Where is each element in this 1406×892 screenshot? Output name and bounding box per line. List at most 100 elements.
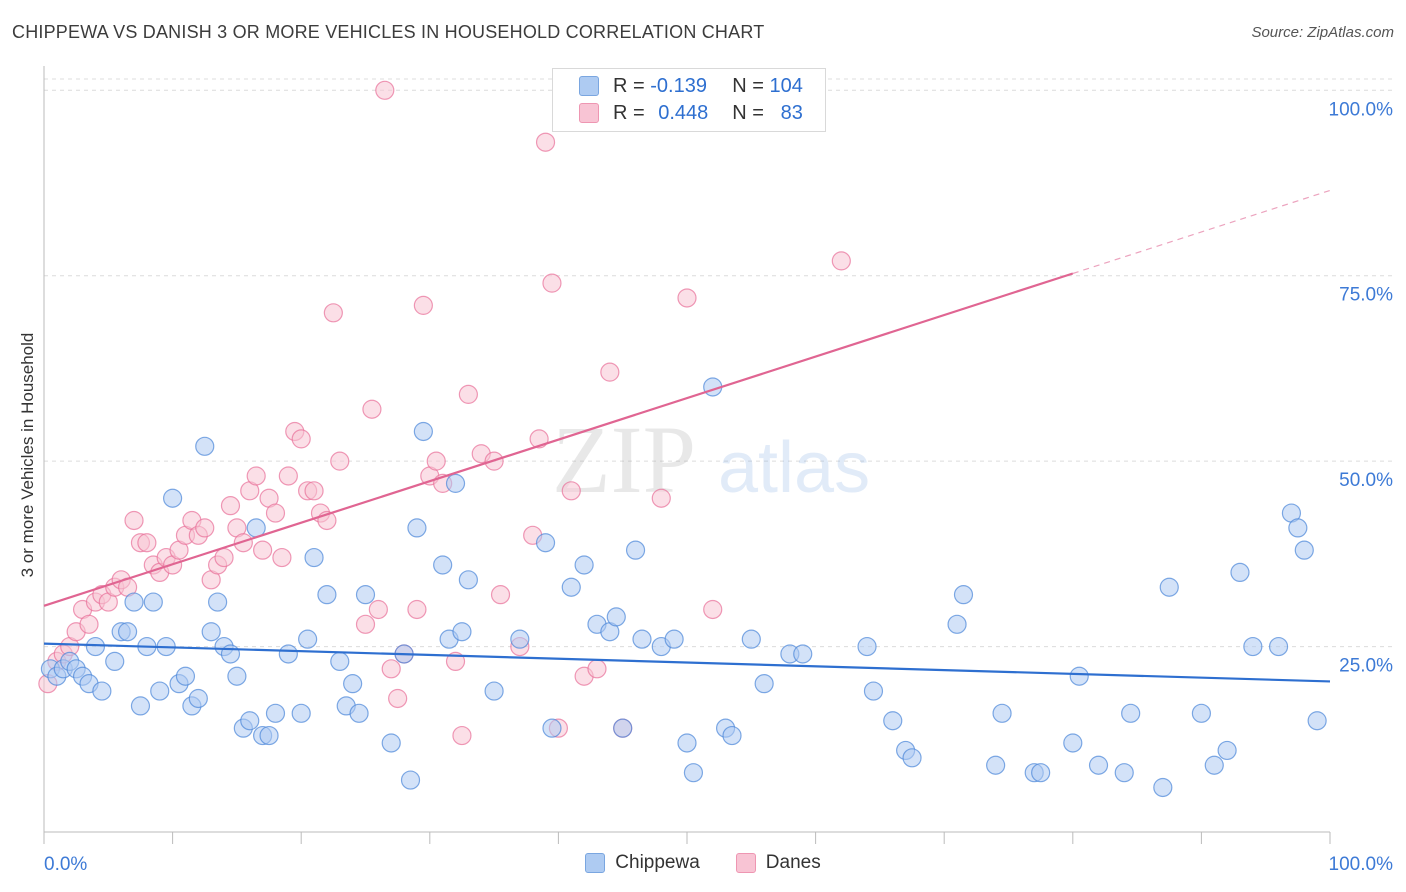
chippewa-point bbox=[1191, 703, 1212, 723]
watermark-atlas: atlas bbox=[718, 428, 870, 508]
chippewa-point bbox=[265, 703, 286, 723]
chippewa-point bbox=[1063, 733, 1083, 753]
chippewa-point bbox=[304, 547, 324, 568]
chippewa-point bbox=[208, 592, 228, 612]
danes-point bbox=[600, 362, 620, 382]
chippewa-point bbox=[1268, 636, 1289, 657]
x-tick-label: 0.0% bbox=[44, 854, 87, 875]
chippewa-point bbox=[291, 703, 311, 723]
chippewa-point bbox=[349, 703, 369, 723]
legend-row-chippewa: R = -0.139 N = 104 bbox=[579, 73, 803, 99]
chippewa-point bbox=[754, 674, 774, 694]
r-label: R = bbox=[613, 101, 645, 124]
chippewa-point bbox=[317, 585, 337, 605]
chippewa-point bbox=[130, 696, 151, 716]
chippewa-point bbox=[355, 585, 376, 605]
chippewa-point bbox=[632, 629, 652, 649]
chippewa-point bbox=[298, 629, 318, 649]
chippewa-point bbox=[124, 592, 144, 612]
danes-point bbox=[368, 599, 388, 620]
danes-point bbox=[651, 488, 671, 508]
chippewa-point bbox=[343, 674, 363, 694]
grid-lines bbox=[44, 78, 1394, 648]
watermark: ZIP atlas bbox=[552, 406, 870, 513]
chippewa-points bbox=[40, 377, 1327, 798]
chippewa-point bbox=[625, 540, 646, 560]
n-value: 83 bbox=[780, 101, 803, 124]
danes-point bbox=[542, 273, 562, 293]
danes-point bbox=[490, 585, 511, 605]
danes-point bbox=[587, 659, 607, 679]
danes-point bbox=[323, 303, 343, 323]
chippewa-point bbox=[947, 614, 967, 634]
chippewa-point bbox=[413, 421, 433, 442]
chippewa-point bbox=[1288, 518, 1308, 538]
chippewa-point bbox=[1217, 740, 1237, 761]
chippewa-point bbox=[1153, 777, 1173, 798]
chippewa-point bbox=[227, 666, 247, 686]
y-tick-label: 50.0% bbox=[1339, 470, 1393, 491]
chippewa-point bbox=[863, 681, 884, 701]
chippewa-point bbox=[561, 577, 581, 597]
chippewa-point bbox=[606, 607, 626, 627]
chippewa-point bbox=[902, 748, 922, 768]
chippewa-point bbox=[195, 436, 215, 456]
chippewa-point bbox=[793, 644, 813, 664]
chippewa-point bbox=[143, 592, 163, 612]
legend-item-chippewa: Chippewa bbox=[585, 852, 700, 874]
danes-point bbox=[233, 533, 253, 553]
danes-point bbox=[330, 451, 350, 471]
r-label: R = bbox=[613, 74, 645, 97]
chippewa-point bbox=[188, 688, 208, 709]
n-label: N = bbox=[732, 101, 764, 124]
chippewa-point bbox=[1204, 755, 1224, 775]
danes-point bbox=[452, 725, 472, 746]
chippewa-point bbox=[330, 651, 350, 672]
chippewa-point bbox=[1121, 703, 1141, 723]
chippewa-point bbox=[664, 629, 684, 649]
chippewa-point bbox=[85, 636, 106, 657]
r-value: 0.448 bbox=[658, 101, 709, 124]
chippewa-point bbox=[201, 622, 221, 642]
chippewa-point bbox=[574, 555, 594, 575]
legend-label: Chippewa bbox=[615, 852, 700, 873]
danes-point bbox=[458, 384, 478, 404]
chippewa-point bbox=[92, 681, 112, 701]
danes-point bbox=[831, 251, 851, 271]
danes-point bbox=[291, 429, 311, 449]
danes-point bbox=[137, 533, 157, 553]
danes-point bbox=[703, 599, 723, 620]
chippewa-point bbox=[535, 533, 556, 553]
legend-row-danes: R = 0.448 N = 83 bbox=[579, 100, 803, 126]
axes bbox=[43, 66, 1331, 844]
chippewa-swatch bbox=[579, 76, 599, 96]
chippewa-point bbox=[677, 733, 697, 753]
chippewa-legend-swatch bbox=[585, 853, 606, 873]
chippewa-point bbox=[1069, 666, 1089, 686]
chippewa-point bbox=[278, 644, 298, 664]
legend-item-danes: Danes bbox=[735, 852, 821, 874]
danes-swatch bbox=[579, 103, 599, 123]
chippewa-trend-line bbox=[43, 642, 1331, 683]
chippewa-point bbox=[240, 711, 260, 731]
chippewa-point bbox=[857, 636, 877, 657]
bottom-legend: Chippewa Danes bbox=[0, 852, 1406, 874]
chippewa-point bbox=[1294, 540, 1314, 560]
chippewa-point bbox=[452, 622, 472, 642]
source-label: Source: ZipAtlas.com bbox=[1251, 24, 1394, 41]
chippewa-point bbox=[381, 733, 401, 753]
chippewa-point bbox=[986, 755, 1006, 775]
chippewa-point bbox=[400, 770, 421, 790]
danes-point bbox=[388, 688, 408, 709]
y-tick-label: 100.0% bbox=[1329, 99, 1394, 120]
danes-point bbox=[214, 547, 234, 568]
chippewa-point bbox=[722, 725, 742, 746]
danes-point bbox=[381, 659, 401, 679]
y-tick-label: 25.0% bbox=[1339, 656, 1393, 677]
chippewa-point bbox=[953, 585, 974, 605]
chippewa-point bbox=[1088, 755, 1109, 775]
chippewa-point bbox=[1114, 763, 1134, 783]
danes-point bbox=[272, 547, 292, 568]
n-label: N = bbox=[732, 74, 764, 97]
danes-point bbox=[426, 451, 446, 471]
